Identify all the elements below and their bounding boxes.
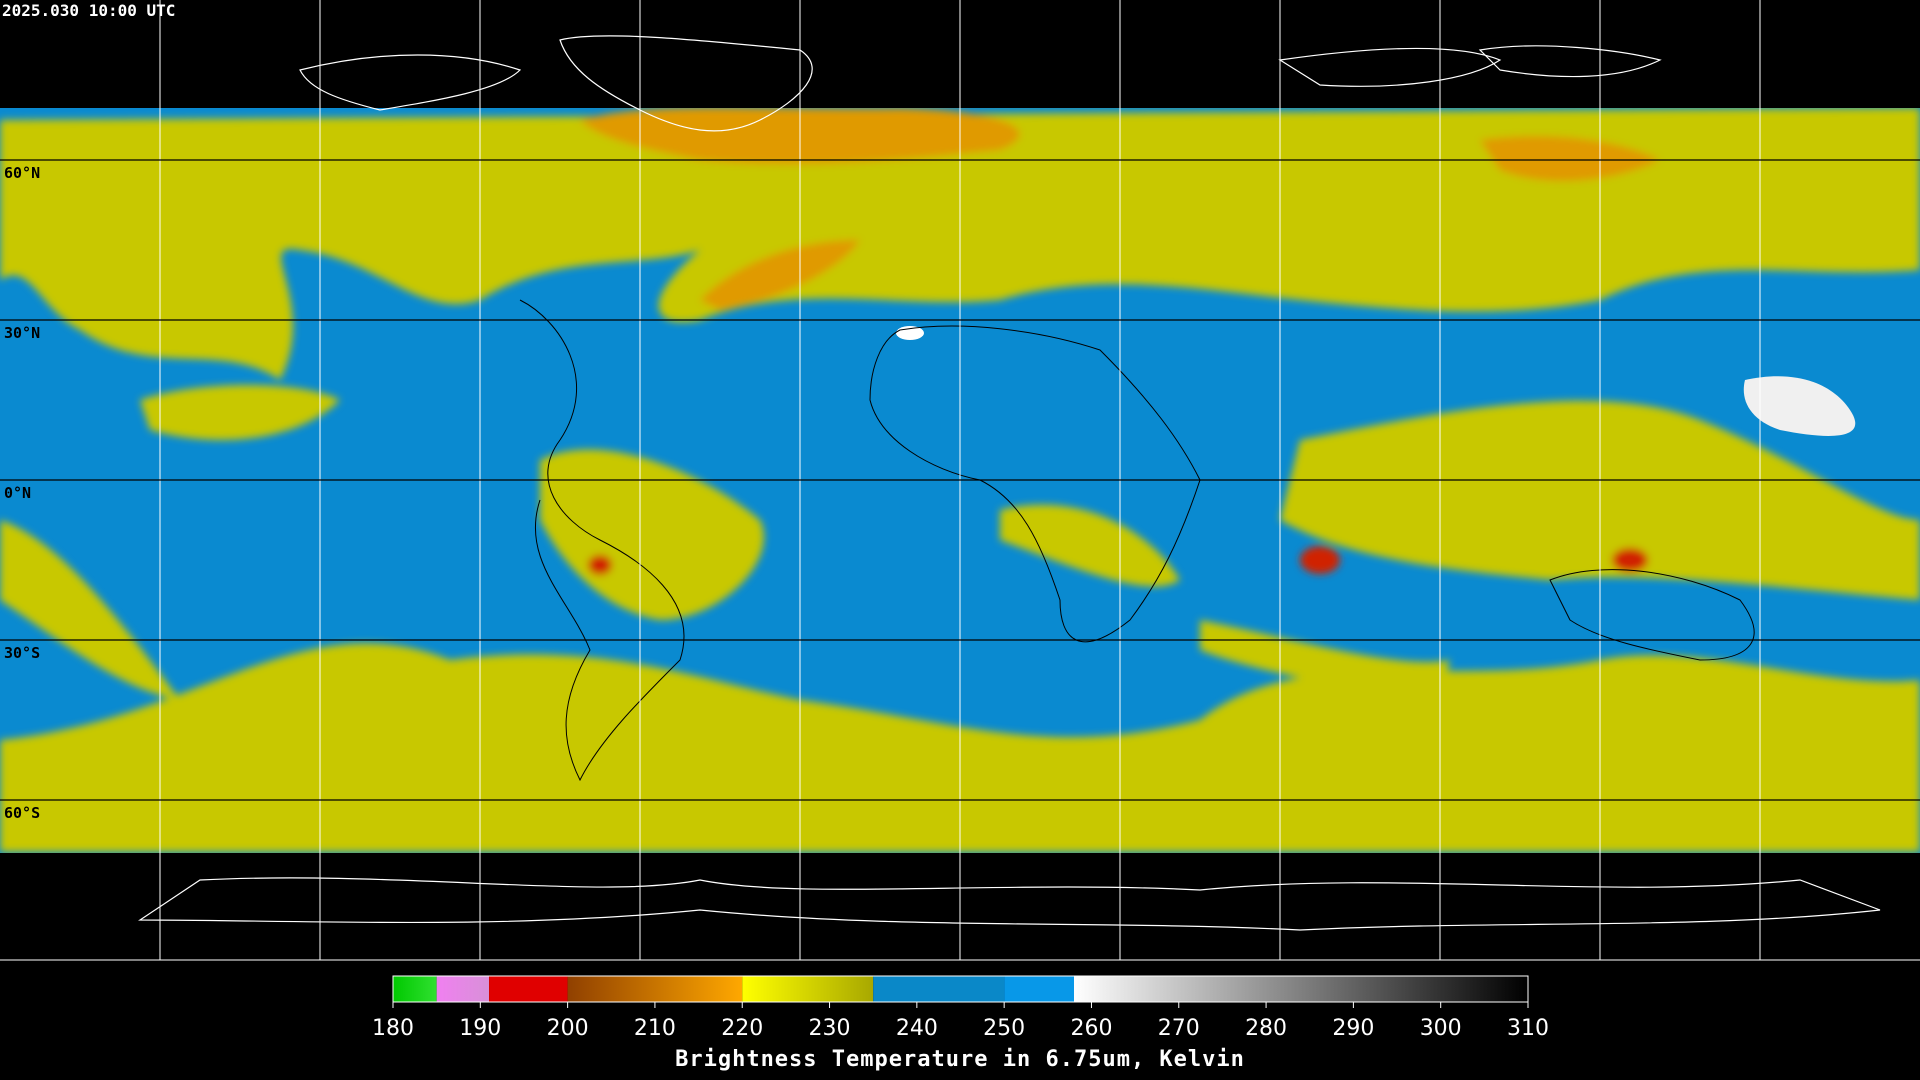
- colorbar-segment: [393, 976, 437, 1002]
- colorbar-tick-label: 190: [459, 1016, 501, 1041]
- coastlines: [138, 35, 1881, 931]
- colorbar-segment: [742, 976, 874, 1002]
- colorbar-tick-label: 210: [634, 1016, 676, 1041]
- colorbar-segment: [436, 976, 490, 1002]
- latitude-label: 0°N: [4, 484, 31, 502]
- colorbar-segment: [567, 976, 743, 1002]
- colorbar-tick-label: 290: [1332, 1016, 1374, 1041]
- colorbar-segment: [873, 976, 1005, 1002]
- colorbar-tick-label: 310: [1507, 1016, 1549, 1041]
- colorbar-tick-label: 180: [372, 1016, 414, 1041]
- colorbar-segment: [1074, 976, 1528, 1002]
- colorbar-title: Brightness Temperature in 6.75um, Kelvin: [675, 1047, 1245, 1072]
- timestamp: 2025.030 10:00 UTC: [2, 1, 175, 20]
- latitude-label: 60°S: [4, 804, 40, 822]
- colorbar-segment: [1004, 976, 1074, 1002]
- colorbar-tick-label: 260: [1070, 1016, 1112, 1041]
- colorbar-tick-label: 300: [1420, 1016, 1462, 1041]
- cold-free-area: [1743, 376, 1856, 436]
- colorbar-tick-label: 230: [809, 1016, 851, 1041]
- colorbar-tick-label: 200: [547, 1016, 589, 1041]
- latitude-label: 30°N: [4, 324, 40, 342]
- colorbar-frame: [392, 975, 1529, 1003]
- colorbar-tick-label: 280: [1245, 1016, 1287, 1041]
- colorbar: 180 190 200 210 220 230 240 250 260 270 280 290 300 3…: [372, 975, 1549, 1041]
- colorbar-tick-label: 270: [1158, 1016, 1200, 1041]
- latitude-label: 60°N: [4, 164, 40, 182]
- colorbar-segment: [489, 976, 568, 1002]
- colorbar-tick-label: 220: [721, 1016, 763, 1041]
- colorbar-tick-label: 250: [983, 1016, 1025, 1041]
- latitude-label: 30°S: [4, 644, 40, 662]
- graticule: 60°N 30°N 0°N 30°S 60°S: [0, 0, 1920, 960]
- colorbar-tick-label: 240: [896, 1016, 938, 1041]
